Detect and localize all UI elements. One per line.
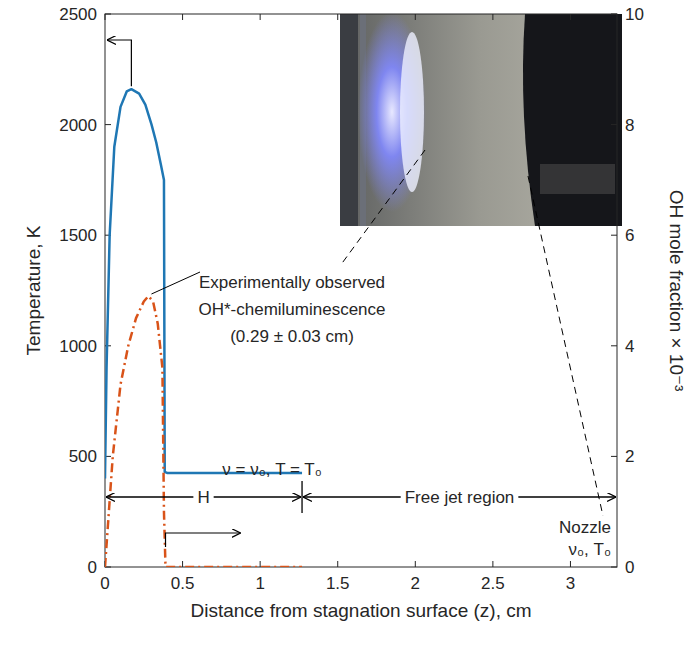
boundary-tick — [301, 481, 302, 513]
y2-tick-label: 0 — [625, 558, 634, 577]
y2-axis-indicator — [166, 533, 241, 547]
y2-tick-label: 8 — [625, 116, 634, 135]
region-label: Free jet region — [405, 488, 515, 507]
annotation-leader — [151, 272, 200, 294]
x-tick — [105, 14, 106, 20]
x-tick — [260, 14, 261, 20]
y2-tick — [611, 456, 617, 457]
nozzle-label: ν₀, T₀ — [569, 540, 611, 559]
x-tick — [492, 14, 493, 20]
x-tick-label: 0.5 — [171, 574, 195, 593]
y2-tick-label: 4 — [625, 337, 634, 356]
y-tick-label: 500 — [69, 447, 97, 466]
y2-tick — [611, 567, 617, 568]
x-tick-label: 2.5 — [481, 574, 505, 593]
x-tick — [415, 14, 416, 20]
x-tick — [182, 14, 183, 20]
flame — [358, 12, 426, 212]
y-tick-label: 0 — [88, 558, 97, 577]
x-tick-label: 0 — [100, 574, 109, 593]
flame-core — [400, 32, 424, 192]
chart: 0 0.5 1 1.5 2 2.5 3 0 500 1000 1500 2000 2500 0 2 4 6 8 10… — [0, 0, 695, 646]
y-tick-label: 2500 — [59, 5, 97, 24]
y2-tick — [611, 124, 617, 125]
x-tick-label: 3 — [566, 574, 575, 593]
label-patch — [401, 487, 519, 508]
x-tick — [260, 561, 261, 567]
y-tick-label: 1000 — [59, 337, 97, 356]
y2-tick-label: 6 — [625, 226, 634, 245]
photo-leader — [340, 150, 425, 266]
nozzle-shape — [523, 14, 622, 226]
nozzle-label: Nozzle — [559, 518, 611, 537]
y2-tick — [611, 14, 617, 15]
x-tick — [415, 561, 416, 567]
plot-frame — [105, 14, 617, 567]
y2-tick — [611, 345, 617, 346]
boundary-label: ν = ν₀, T = T₀ — [222, 460, 321, 479]
x-tick-label: 1.5 — [326, 574, 350, 593]
x-tick — [337, 14, 338, 20]
y2-tick-label: 2 — [625, 447, 634, 466]
x-tick — [570, 14, 571, 20]
x-axis-title: Distance from stagnation surface (z), cm — [190, 600, 531, 621]
y-tick-label: 1500 — [59, 226, 97, 245]
x-tick — [570, 561, 571, 567]
annotation: Experimentally observed — [199, 273, 385, 292]
y2-tick-label: 10 — [625, 5, 644, 24]
nozzle-leader — [528, 176, 603, 516]
nozzle-reflection — [540, 164, 615, 194]
region-label: H — [197, 488, 209, 507]
stagnation-surface — [340, 14, 358, 226]
y-axis-indicator — [107, 40, 131, 86]
label-patch — [193, 487, 213, 508]
annotation: OH*-chemiluminescence — [198, 300, 385, 319]
y-tick — [105, 14, 111, 15]
y-tick — [105, 124, 111, 125]
x-tick — [182, 561, 183, 567]
y2-axis-title: OH mole fraction × 10⁻³ — [666, 190, 687, 392]
x-tick — [492, 561, 493, 567]
x-tick — [337, 561, 338, 567]
annotation: (0.29 ± 0.03 cm) — [230, 327, 354, 346]
photo-inset — [340, 12, 622, 226]
x-tick-label: 1 — [255, 574, 264, 593]
y-axis-title: Temperature, K — [23, 225, 44, 355]
x-tick-label: 2 — [411, 574, 420, 593]
y-tick-label: 2000 — [59, 116, 97, 135]
y2-tick — [611, 235, 617, 236]
